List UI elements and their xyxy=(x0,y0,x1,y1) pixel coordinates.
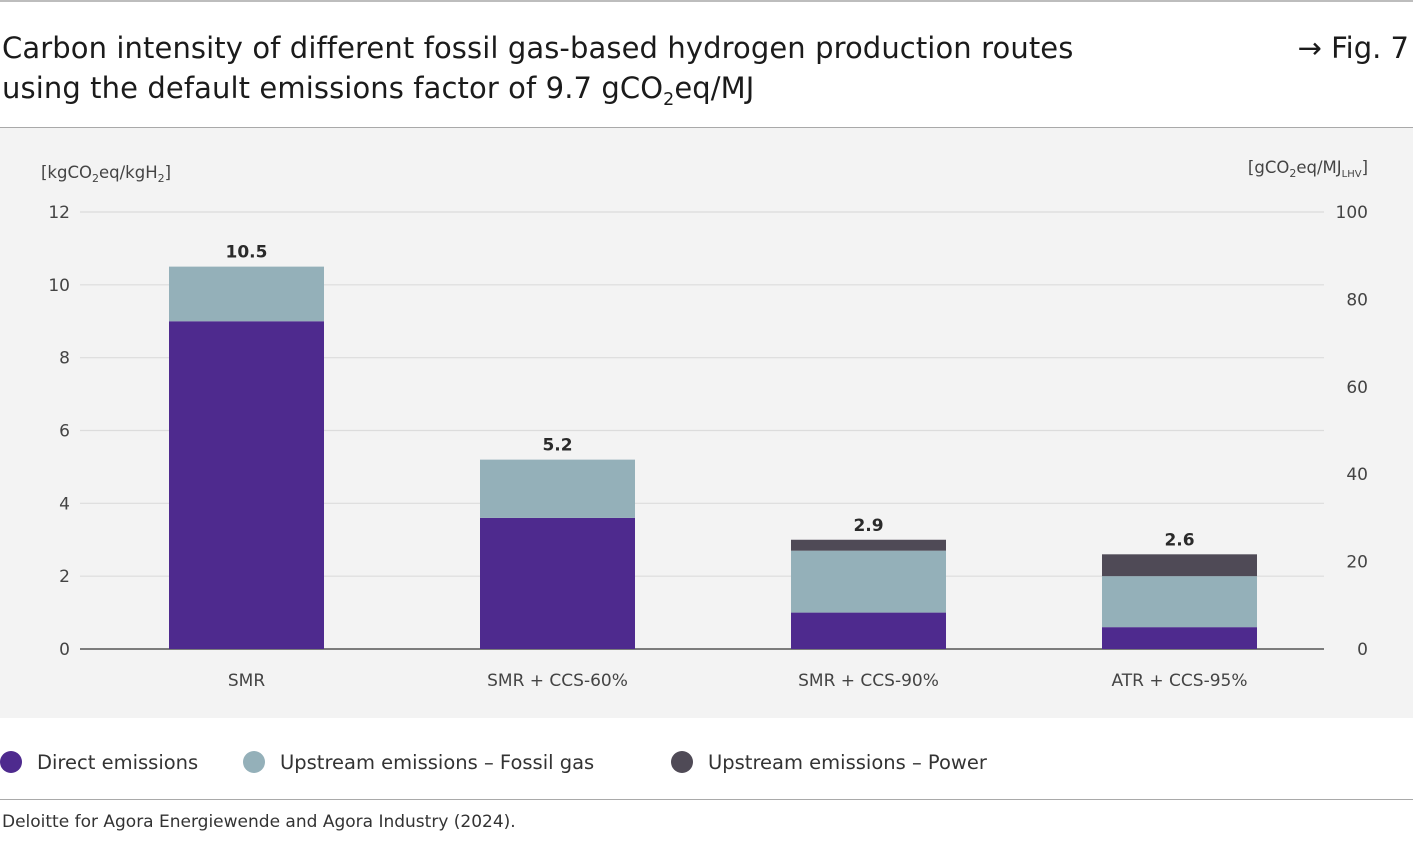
right-axis-unit: [gCO2eq/MJLHV] xyxy=(1248,158,1368,180)
bar-segment xyxy=(1102,627,1257,649)
top-rule xyxy=(0,0,1413,2)
bar-segment xyxy=(480,517,635,649)
labels: 0 2 4 6 8 10 12 0 20 40 60 80 100 10.5 SMR 5.2 SMR + CCS… xyxy=(48,203,1368,691)
bar-total-label: 2.9 xyxy=(853,516,883,536)
footer-divider xyxy=(0,799,1413,800)
title-subscript: 2 xyxy=(663,89,675,110)
left-axis-unit: [kgCO2eq/kgH2] xyxy=(41,163,171,185)
legend-swatch-fossil-gas xyxy=(243,751,265,773)
category-label: SMR + CCS-60% xyxy=(487,671,628,691)
category-label: SMR + CCS-90% xyxy=(798,671,939,691)
bar-segment xyxy=(791,612,946,649)
right-tick-label: 100 xyxy=(1336,203,1368,223)
legend-swatch-direct xyxy=(0,751,22,773)
bar-segment xyxy=(1102,554,1257,577)
left-unit-sub2: 2 xyxy=(158,172,165,185)
bar-segment xyxy=(791,550,946,613)
legend-label-direct: Direct emissions xyxy=(37,750,199,774)
left-tick-label: 10 xyxy=(48,276,70,296)
left-tick-label: 0 xyxy=(59,640,70,660)
left-unit-sub1: 2 xyxy=(92,172,99,185)
left-unit-mid: eq/kgH xyxy=(99,163,158,182)
right-tick-label: 80 xyxy=(1346,290,1368,310)
right-tick-label: 20 xyxy=(1346,553,1368,573)
bar-segment xyxy=(169,321,324,649)
left-unit-suffix: ] xyxy=(165,163,171,182)
bar-segment xyxy=(791,539,946,551)
right-unit-suffix: ] xyxy=(1362,158,1368,177)
right-tick-label: 60 xyxy=(1346,378,1368,398)
bar-segment xyxy=(480,459,635,518)
left-tick-label: 6 xyxy=(59,422,70,442)
title-divider xyxy=(0,127,1413,128)
category-label: ATR + CCS-95% xyxy=(1111,671,1247,691)
title-line-2-suffix: eq/MJ xyxy=(674,71,755,105)
left-tick-label: 4 xyxy=(59,494,70,514)
legend: Direct emissions Upstream emissions – Fo… xyxy=(0,740,1413,784)
legend-label-fossil-gas: Upstream emissions – Fossil gas xyxy=(280,750,595,774)
category-label: SMR xyxy=(228,671,265,691)
title-line-2: using the default emissions factor of 9.… xyxy=(2,68,1202,108)
legend-swatch-power xyxy=(671,751,693,773)
chart-panel: 0 2 4 6 8 10 12 0 20 40 60 80 100 10.5 SMR 5.2 SMR + CCS… xyxy=(0,128,1413,718)
legend-item-power: Upstream emissions – Power xyxy=(671,740,987,784)
source-note: Deloitte for Agora Energiewende and Agor… xyxy=(2,812,516,832)
bar-segment xyxy=(169,266,324,322)
right-unit-sub2: LHV xyxy=(1342,169,1362,180)
bar-total-label: 10.5 xyxy=(226,243,268,263)
left-tick-label: 2 xyxy=(59,567,70,587)
bar-total-label: 2.6 xyxy=(1164,530,1194,550)
left-tick-label: 8 xyxy=(59,349,70,369)
right-unit-mid: eq/MJ xyxy=(1296,158,1341,177)
bars xyxy=(169,266,1257,649)
right-tick-label: 40 xyxy=(1346,465,1368,485)
left-tick-label: 12 xyxy=(48,203,70,223)
left-unit-prefix: [kgCO xyxy=(41,163,92,182)
legend-item-fossil-gas: Upstream emissions – Fossil gas xyxy=(243,740,594,784)
legend-item-direct: Direct emissions xyxy=(0,740,198,784)
title-line-1: Carbon intensity of different fossil gas… xyxy=(2,31,1074,65)
right-unit-sub1: 2 xyxy=(1289,167,1296,180)
bar-total-label: 5.2 xyxy=(542,436,572,456)
title-line-2-text: using the default emissions factor of 9.… xyxy=(2,71,664,105)
figure-reference: → Fig. 7 xyxy=(1297,31,1409,65)
legend-label-power: Upstream emissions – Power xyxy=(708,750,987,774)
bar-segment xyxy=(1102,576,1257,628)
chart-title: Carbon intensity of different fossil gas… xyxy=(2,28,1202,108)
right-unit-prefix: [gCO xyxy=(1248,158,1289,177)
bar-chart: 0 2 4 6 8 10 12 0 20 40 60 80 100 10.5 SMR 5.2 SMR + CCS… xyxy=(41,158,1368,691)
right-tick-label: 0 xyxy=(1357,640,1368,660)
